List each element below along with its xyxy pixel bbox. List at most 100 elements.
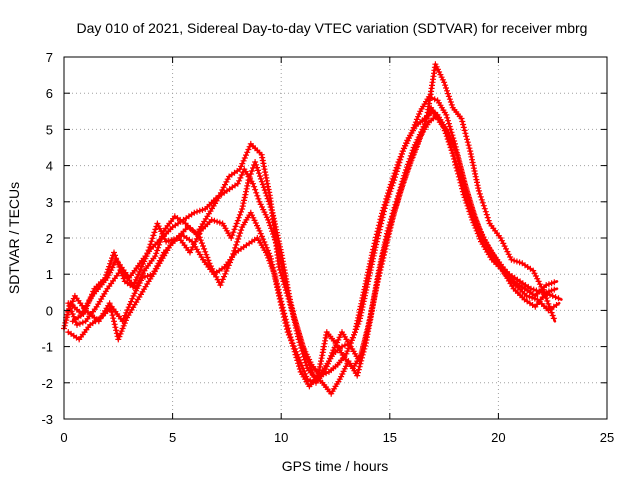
- data-point: [394, 165, 401, 172]
- data-point: [159, 252, 166, 259]
- data-point: [159, 230, 166, 237]
- data-point: [462, 184, 469, 191]
- data-point: [219, 187, 226, 193]
- data-point: [259, 181, 266, 188]
- data-point: [457, 163, 464, 170]
- data-point: [120, 315, 127, 322]
- data-point: [532, 273, 539, 279]
- data-point: [81, 308, 88, 315]
- data-point: [301, 368, 307, 374]
- data-point: [362, 334, 369, 341]
- y-tick-label: 1: [46, 267, 53, 282]
- data-point: [481, 205, 488, 212]
- data-point: [287, 301, 294, 308]
- data-point: [401, 175, 408, 182]
- data-point: [112, 324, 119, 331]
- data-point: [263, 244, 270, 251]
- data-point: [407, 158, 414, 165]
- data-point: [328, 352, 335, 359]
- data-point: [480, 202, 487, 209]
- data-point: [475, 224, 482, 231]
- data-point: [468, 204, 475, 211]
- data-point: [115, 261, 122, 268]
- data-point: [240, 200, 247, 207]
- data-point: [244, 149, 251, 156]
- data-point: [323, 363, 330, 370]
- data-point: [339, 343, 345, 350]
- data-point: [152, 226, 159, 233]
- data-point: [445, 93, 452, 100]
- data-point: [254, 192, 261, 199]
- data-point: [354, 323, 361, 330]
- data-point: [304, 356, 311, 363]
- x-tick-label: 5: [169, 430, 176, 445]
- data-point: [238, 227, 245, 234]
- data-point: [458, 166, 465, 173]
- data-point: [373, 238, 380, 245]
- y-tick-label: 5: [46, 122, 53, 137]
- data-point: [460, 121, 467, 128]
- data-point: [452, 159, 458, 165]
- data-point: [299, 342, 306, 349]
- data-point: [479, 199, 486, 206]
- data-point: [296, 357, 303, 364]
- data-point: [446, 96, 453, 103]
- data-point: [441, 79, 448, 86]
- data-point: [281, 314, 288, 320]
- data-point: [355, 366, 362, 373]
- data-point: [422, 118, 429, 125]
- data-point: [543, 282, 550, 289]
- data-point: [87, 294, 94, 301]
- data-point: [264, 247, 271, 254]
- data-point: [254, 164, 261, 171]
- data-point: [290, 313, 297, 320]
- data-point: [327, 355, 334, 362]
- data-point: [278, 272, 285, 279]
- data-point: [112, 252, 118, 259]
- data-point: [391, 209, 398, 216]
- data-point: [266, 250, 273, 257]
- data-point: [453, 164, 460, 171]
- data-point: [392, 171, 399, 178]
- data-point: [212, 271, 218, 278]
- data-point: [396, 159, 403, 166]
- data-point: [150, 232, 157, 239]
- data-point: [552, 294, 559, 301]
- data-point: [283, 323, 290, 330]
- data-point: [224, 265, 231, 272]
- data-point: [83, 305, 89, 312]
- data-point: [251, 183, 258, 190]
- data-point: [276, 295, 283, 302]
- data-point: [238, 172, 245, 178]
- data-point: [448, 147, 455, 154]
- data-point: [74, 321, 80, 328]
- data-point: [475, 187, 482, 194]
- data-point: [278, 305, 285, 311]
- data-point: [411, 147, 418, 154]
- data-point: [234, 217, 241, 224]
- x-tick-label: 10: [274, 430, 288, 445]
- x-tick-label: 0: [60, 430, 67, 445]
- data-point: [534, 275, 541, 282]
- data-point: [444, 132, 451, 139]
- data-point: [456, 176, 463, 183]
- data-point: [555, 295, 562, 302]
- data-point: [455, 157, 462, 164]
- data-point: [219, 276, 226, 283]
- data-point: [344, 348, 351, 355]
- data-point: [295, 327, 302, 334]
- data-point: [260, 184, 267, 191]
- data-point: [469, 159, 476, 166]
- data-point: [373, 282, 380, 289]
- data-point: [69, 311, 76, 317]
- data-point: [375, 276, 382, 282]
- data-point: [218, 279, 225, 286]
- data-point: [195, 231, 202, 238]
- data-point: [478, 229, 484, 236]
- data-point: [65, 300, 72, 307]
- data-point: [391, 177, 398, 184]
- data-point: [395, 162, 402, 169]
- data-point: [548, 280, 555, 287]
- data-point: [116, 333, 123, 340]
- data-point: [159, 233, 165, 240]
